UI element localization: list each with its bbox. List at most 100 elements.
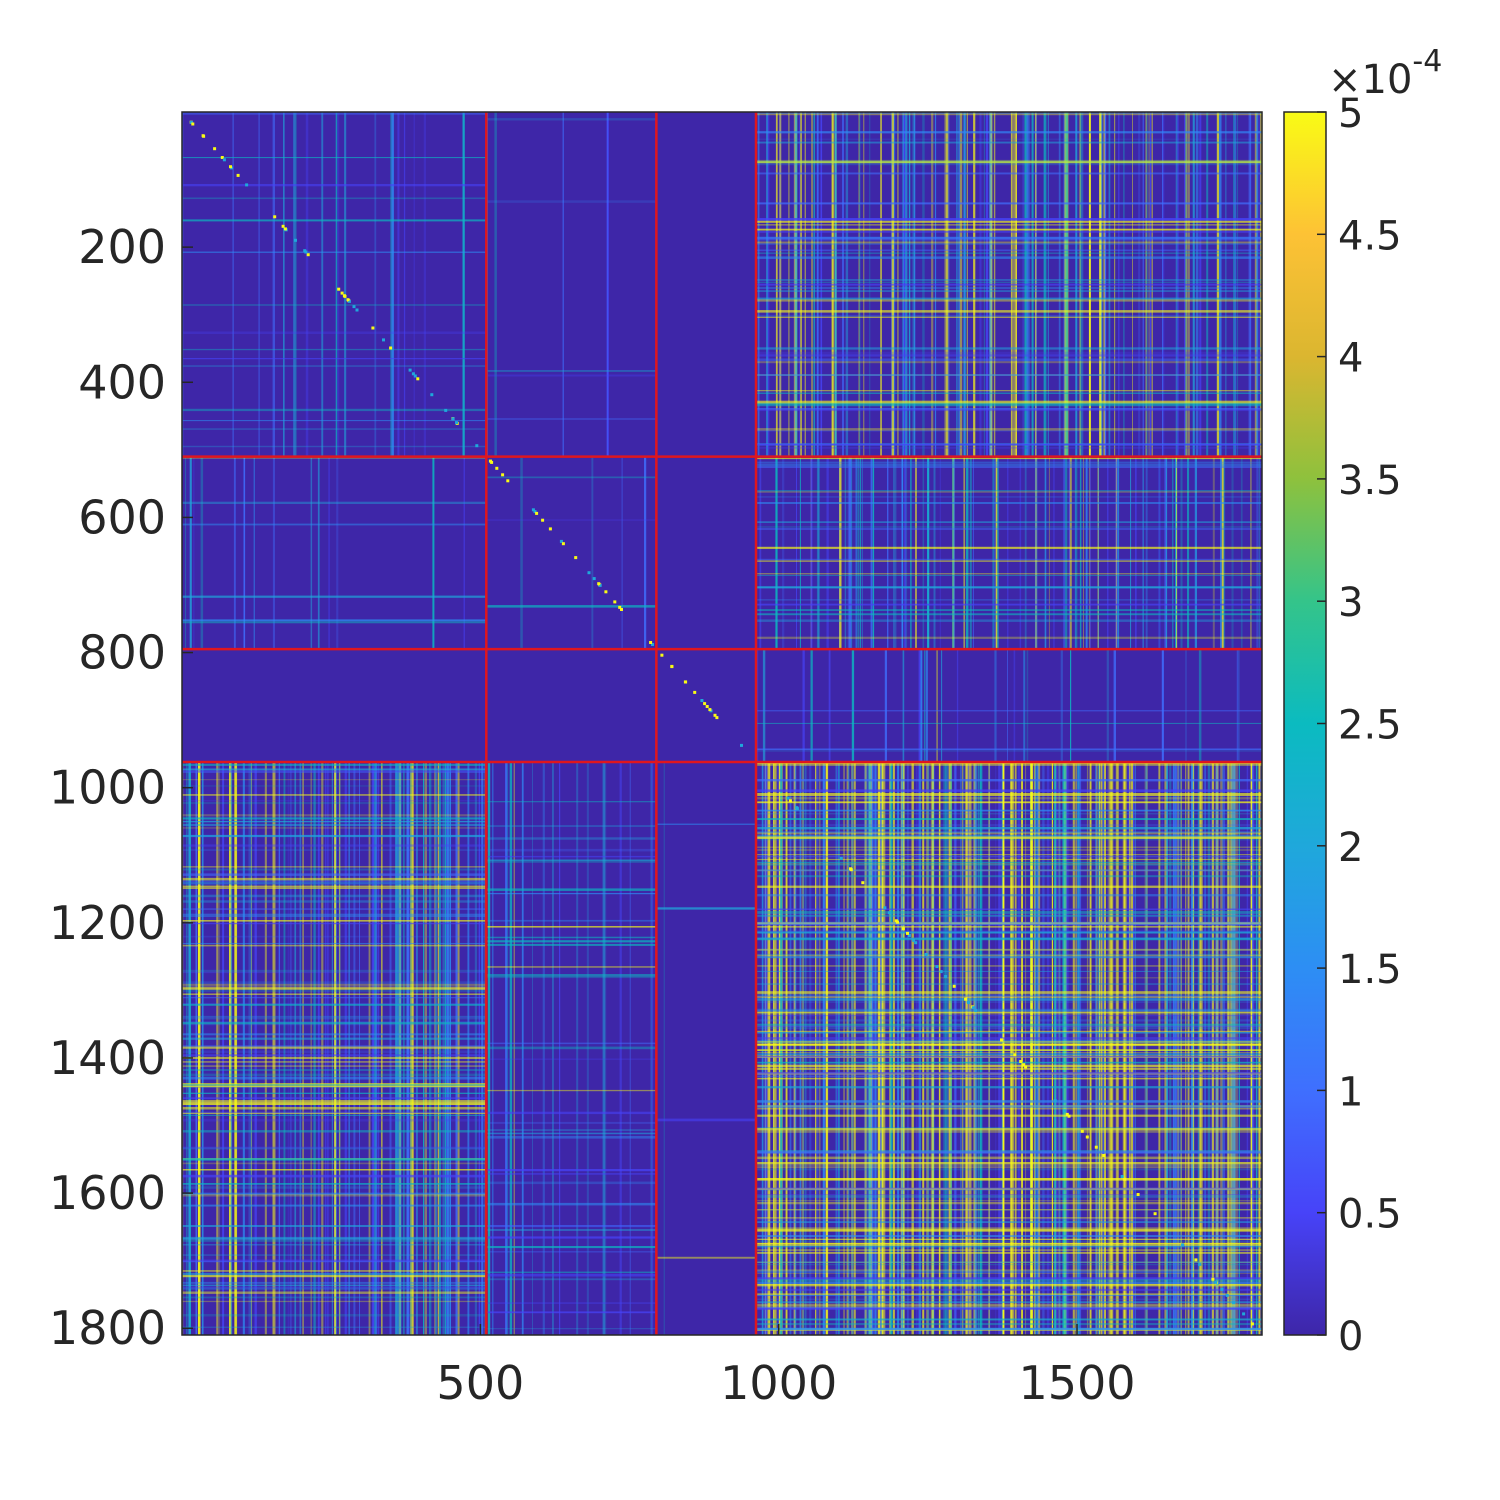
heatmap-column-streak (1063, 762, 1067, 1335)
heatmap-column-streak (344, 112, 347, 457)
heatmap-row-streak (756, 832, 1262, 835)
heatmap-column-streak (872, 456, 875, 650)
heatmap-column-streak (1193, 762, 1195, 1335)
heatmap-row-streak (756, 1178, 1262, 1181)
heatmap-column-streak (994, 649, 997, 762)
heatmap-row-streak (756, 1319, 1262, 1321)
heatmap-column-streak (1200, 762, 1203, 1335)
heatmap-column-streak (1164, 456, 1167, 650)
heatmap-row-streak (756, 1128, 1262, 1131)
heatmap-column-streak (972, 456, 974, 650)
heatmap-column-streak (860, 456, 861, 650)
heatmap-column-streak (864, 762, 867, 1335)
heatmap-column-streak (335, 112, 338, 457)
heatmap-column-streak (793, 762, 796, 1335)
heatmap-row-streak (756, 875, 1262, 878)
heatmap-column-streak (1158, 762, 1161, 1335)
heatmap-column-streak (847, 456, 850, 650)
heatmap-row-streak (182, 1045, 487, 1048)
heatmap-column-streak (283, 112, 285, 457)
heatmap-row-streak (756, 824, 1262, 826)
heatmap-column-streak (818, 762, 821, 1335)
heatmap-column-streak (1117, 456, 1120, 650)
heatmap-row-streak (756, 834, 1262, 838)
heatmap-row-streak (756, 402, 1262, 405)
heatmap-row-streak (756, 1001, 1262, 1003)
heatmap-column-streak (1258, 762, 1261, 1335)
heatmap-diagonal-cell (598, 583, 602, 587)
heatmap-row-streak (756, 281, 1262, 283)
heatmap-row-streak (756, 915, 1262, 917)
heatmap-column-streak (1073, 762, 1076, 1335)
heatmap-row-streak (756, 1221, 1262, 1223)
heatmap-row-streak (182, 1118, 487, 1122)
heatmap-row-streak (756, 1200, 1262, 1201)
colorbar-tick-label: 1 (1338, 1069, 1363, 1115)
heatmap-row-streak (756, 922, 1262, 924)
heatmap-row-streak (756, 948, 1262, 951)
heatmap-row-streak (756, 1261, 1262, 1263)
heatmap-diagonal-cell (408, 368, 412, 372)
heatmap-row-streak (756, 392, 1262, 394)
heatmap-column-streak (1100, 762, 1103, 1335)
heatmap-column-streak (1187, 456, 1190, 650)
heatmap-column-streak (939, 762, 941, 1335)
heatmap-diagonal-cell (531, 508, 535, 512)
heatmap-column-streak (652, 762, 654, 1335)
heatmap-row-streak (182, 184, 487, 187)
heatmap-row-streak (182, 1061, 487, 1063)
heatmap-column-streak (1223, 762, 1225, 1335)
heatmap-column-streak (1145, 762, 1148, 1335)
heatmap-column-streak (968, 762, 970, 1335)
heatmap-row-streak (756, 937, 1262, 940)
heatmap-column-streak (663, 762, 665, 1335)
heatmap-column-streak (1185, 649, 1187, 762)
heatmap-row-streak (756, 1156, 1262, 1160)
heatmap-row-streak (182, 1065, 487, 1067)
heatmap-row-streak (182, 920, 487, 922)
heatmap-column-streak (1104, 762, 1106, 1335)
heatmap-column-streak (1054, 762, 1057, 1335)
heatmap-row-streak (182, 1186, 487, 1189)
heatmap-row-streak (182, 1147, 487, 1150)
heatmap-column-streak (1026, 649, 1029, 762)
heatmap-column-streak (777, 762, 780, 1335)
heatmap-row-streak (486, 1089, 657, 1092)
heatmap-column-streak (492, 762, 494, 1335)
heatmap-column-streak (1166, 456, 1168, 650)
heatmap-column-streak (397, 112, 400, 457)
heatmap-column-streak (1258, 762, 1261, 1335)
heatmap-row-streak (486, 1328, 657, 1330)
heatmap-diagonal-cell (1225, 1293, 1229, 1297)
heatmap-diagonal-cell (416, 377, 420, 381)
heatmap-column-streak (487, 762, 491, 1335)
heatmap-diagonal-cell (715, 716, 719, 720)
heatmap-column-streak (1180, 762, 1182, 1335)
heatmap-diagonal-cell (1250, 1322, 1254, 1326)
heatmap-column-streak (1212, 762, 1215, 1335)
heatmap-column-streak (941, 649, 943, 762)
heatmap-row-streak (756, 1064, 1262, 1068)
heatmap-column-streak (1158, 456, 1160, 650)
heatmap-column-streak (816, 762, 819, 1335)
y-tick-label: 1000 (49, 761, 166, 815)
heatmap-row-streak (756, 1269, 1262, 1272)
heatmap-diagonal-cell (684, 680, 688, 684)
heatmap-column-streak (1109, 762, 1112, 1335)
heatmap-column-streak (995, 762, 997, 1335)
heatmap-diagonal-cell (371, 326, 375, 330)
heatmap-row-streak (182, 1097, 487, 1100)
heatmap-row-streak (756, 256, 1262, 259)
heatmap-row-streak (182, 849, 487, 851)
heatmap-column-streak (835, 762, 838, 1335)
heatmap-row-streak (486, 1202, 657, 1206)
heatmap-row-streak (182, 501, 487, 504)
heatmap-row-streak (756, 1235, 1262, 1237)
heatmap-row-streak (756, 779, 1262, 782)
heatmap-column-streak (1169, 762, 1172, 1335)
heatmap-row-streak (756, 241, 1262, 244)
colorbar-tick-label: 2 (1338, 825, 1363, 871)
heatmap-row-streak (756, 560, 1262, 562)
heatmap-row-streak (756, 793, 1262, 796)
heatmap-row-streak (756, 885, 1262, 888)
